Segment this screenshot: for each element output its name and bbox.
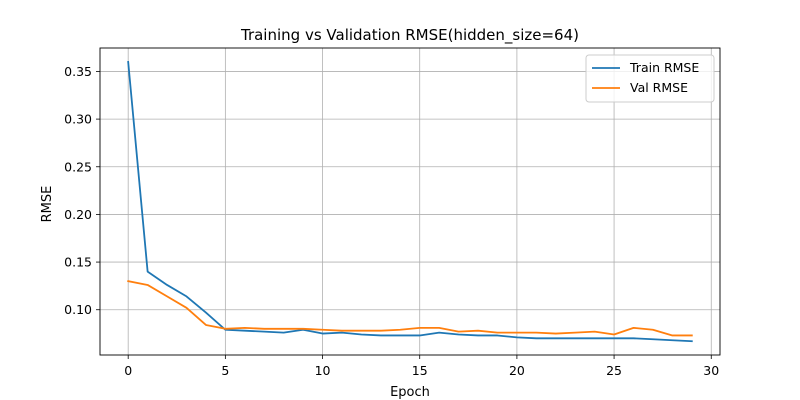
y-tick-label: 0.25 (64, 159, 92, 174)
series-line-val (127, 280, 693, 337)
x-axis-label: Epoch (390, 385, 430, 400)
chart-title: Training vs Validation RMSE(hidden_size=… (240, 26, 579, 45)
x-tick-label: 0 (124, 363, 132, 378)
x-axis-ticks: 0 5 10 15 20 25 30 (124, 355, 719, 378)
x-tick-label: 15 (412, 363, 428, 378)
y-tick-label: 0.10 (64, 302, 92, 317)
legend: Train RMSE Val RMSE (585, 54, 715, 103)
x-tick-label: 20 (509, 363, 525, 378)
x-tick-label: 25 (606, 363, 622, 378)
y-tick-label: 0.30 (64, 112, 92, 127)
x-tick-label: 10 (315, 363, 331, 378)
y-tick-label: 0.15 (64, 255, 92, 270)
y-axis-ticks: 0.10 0.15 0.20 0.25 0.30 0.35 (64, 64, 100, 317)
legend-box (585, 54, 715, 103)
series-line-train (127, 60, 693, 343)
legend-label-train: Train RMSE (629, 60, 699, 75)
series-lines (127, 60, 693, 343)
plot-area-frame (99, 47, 721, 356)
y-axis-label: RMSE (40, 186, 55, 223)
y-tick-label: 0.35 (64, 64, 92, 79)
legend-label-val: Val RMSE (630, 80, 688, 95)
x-tick-label: 5 (221, 363, 229, 378)
x-tick-label: 30 (703, 363, 719, 378)
y-tick-label: 0.20 (64, 207, 92, 222)
